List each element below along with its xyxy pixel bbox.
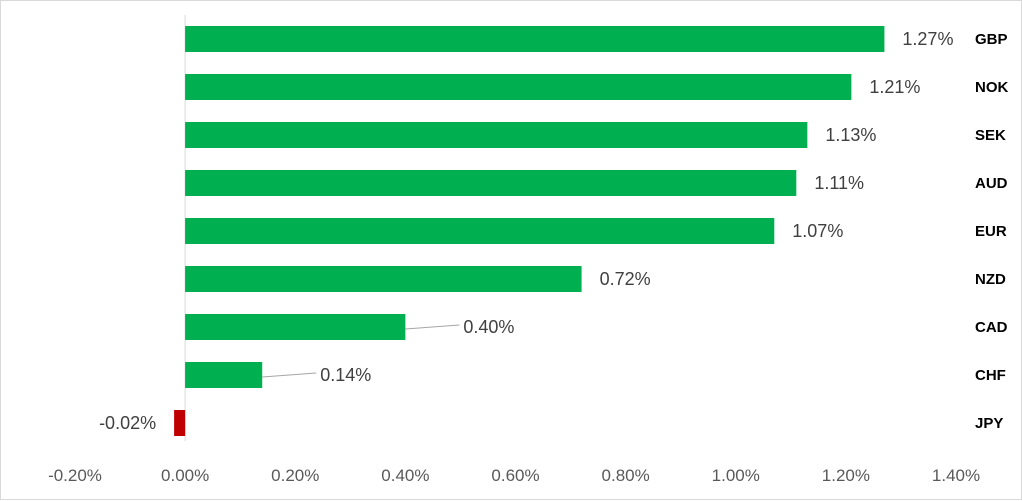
data-label-cad: 0.40% (463, 317, 514, 337)
x-tick-label: 0.60% (491, 466, 539, 485)
bar-eur (185, 218, 775, 244)
category-label-chf: CHF (975, 367, 1006, 384)
x-tick-label: 0.20% (271, 466, 319, 485)
data-label-nzd: 0.72% (600, 269, 651, 289)
x-tick-label: -0.20% (48, 466, 102, 485)
category-label-eur: EUR (975, 223, 1007, 240)
x-tick-label: 1.40% (932, 466, 980, 485)
category-label-nzd: NZD (975, 271, 1006, 288)
category-label-nok: NOK (975, 79, 1009, 96)
x-tick-label: 1.00% (712, 466, 760, 485)
category-label-aud: AUD (975, 175, 1008, 192)
x-tick-label: 0.80% (602, 466, 650, 485)
x-tick-label: 1.20% (822, 466, 870, 485)
x-tick-label: 0.40% (381, 466, 429, 485)
leader-line-cad (405, 324, 460, 330)
bar-nok (185, 74, 852, 100)
data-label-eur: 1.07% (792, 221, 843, 241)
data-label-chf: 0.14% (320, 365, 371, 385)
category-label-gbp: GBP (975, 31, 1008, 48)
bar-sek (185, 122, 808, 148)
data-label-sek: 1.13% (825, 125, 876, 145)
bar-cad (185, 314, 406, 340)
data-label-aud: 1.11% (814, 173, 864, 193)
category-label-jpy: JPY (975, 415, 1003, 432)
bar-nzd (185, 266, 582, 292)
leader-line-chf (262, 372, 317, 378)
bar-aud (185, 170, 797, 196)
bar-jpy (174, 410, 186, 436)
bar-gbp (185, 26, 885, 52)
x-tick-label: 0.00% (161, 466, 209, 485)
data-label-nok: 1.21% (869, 77, 920, 97)
category-label-cad: CAD (975, 319, 1008, 336)
category-label-sek: SEK (975, 127, 1006, 144)
data-label-gbp: 1.27% (902, 29, 953, 49)
bar-chf (185, 362, 263, 388)
data-label-jpy: -0.02% (99, 413, 156, 433)
